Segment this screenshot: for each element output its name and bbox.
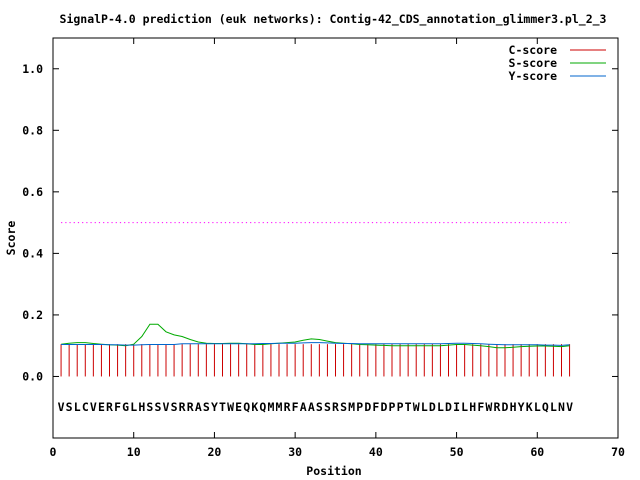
sequence-letter: R (187, 400, 194, 414)
x-tick-label: 50 (450, 445, 464, 459)
y-tick-label: 0.2 (22, 308, 43, 322)
sequence-letter: Q (542, 400, 549, 414)
sequence-letter: S (146, 400, 153, 414)
x-tick-label: 0 (50, 445, 57, 459)
sequence-letter: R (106, 400, 113, 414)
sequence-letter: Y (211, 400, 218, 414)
sequence-letter: K (251, 400, 258, 414)
sequence-letter: F (114, 400, 121, 414)
sequence-letter: V (566, 400, 573, 414)
sequence-letter: S (154, 400, 161, 414)
y-axis-label: Score (4, 221, 18, 256)
x-tick-label: 20 (207, 445, 221, 459)
x-axis: 0 10 20 30 40 50 60 70 (50, 38, 625, 459)
sequence-letter: Y (518, 400, 525, 414)
sequence-letter: L (130, 400, 137, 414)
sequence-letter: H (138, 400, 145, 414)
sequence-letter: S (316, 400, 323, 414)
sequence-letter: A (195, 400, 202, 414)
sequence-letter: D (380, 400, 387, 414)
sequence-letter: D (429, 400, 436, 414)
sequence-letter: R (179, 400, 186, 414)
y-tick-label: 1.0 (22, 62, 43, 76)
sequence-letter: S (171, 400, 178, 414)
sequence-letter: T (405, 400, 412, 414)
series-layer (60, 323, 571, 377)
y-axis: 0.0 0.2 0.4 0.6 0.8 1.0 (22, 62, 618, 383)
sequence-letter: N (558, 400, 565, 414)
sequence-letter: S (340, 400, 347, 414)
sequence-letter: S (324, 400, 331, 414)
sequence-letter: D (502, 400, 509, 414)
sequence-letter: C (82, 400, 89, 414)
sequence-letter: E (235, 400, 242, 414)
sequence-letter: A (308, 400, 315, 414)
sequence-letter: H (510, 400, 517, 414)
sequence-letter: V (163, 400, 170, 414)
sequence-letter: F (477, 400, 484, 414)
s-score-line (61, 323, 570, 349)
sequence-letter: S (66, 400, 73, 414)
y-tick-label: 0.4 (22, 246, 43, 260)
sequence-letter: M (348, 400, 355, 414)
plot-frame (52, 37, 619, 439)
legend-label-y-score: Y-score (509, 69, 558, 83)
sequence-letter: M (267, 400, 274, 414)
sequence-letter: V (58, 400, 65, 414)
y-score-line (61, 342, 570, 346)
sequence-letter: R (493, 400, 500, 414)
y-tick-label: 0.0 (22, 369, 43, 383)
sequence-letter: L (74, 400, 81, 414)
y-tick-label: 0.6 (22, 185, 43, 199)
sequence-letter: A (300, 400, 307, 414)
x-tick-label: 60 (530, 445, 544, 459)
sequence-letter: P (356, 400, 363, 414)
chart-title: SignalP-4.0 prediction (euk networks): C… (60, 12, 607, 27)
sequence-letter: F (292, 400, 299, 414)
sequence-letter: E (98, 400, 105, 414)
sequence-letter: V (90, 400, 97, 414)
sequence-letter: W (227, 400, 234, 414)
y-tick-label: 0.8 (22, 123, 43, 137)
x-tick-label: 70 (611, 445, 625, 459)
sequence-letter: I (453, 400, 460, 414)
sequence-letter: D (445, 400, 452, 414)
x-axis-label: Position (306, 464, 361, 478)
sequence-letter: P (397, 400, 404, 414)
sequence-letter: W (413, 400, 420, 414)
sequence-letter: L (437, 400, 444, 414)
sequence-letter: L (421, 400, 428, 414)
sequence-letter: D (364, 400, 371, 414)
sequence-letter: P (389, 400, 396, 414)
sequence-letter: H (469, 400, 476, 414)
x-tick-label: 30 (288, 445, 302, 459)
sequence-letter: G (122, 400, 129, 414)
sequence-letter: K (526, 400, 533, 414)
legend-label-c-score: C-score (509, 43, 558, 57)
legend-label-s-score: S-score (509, 56, 558, 70)
sequence-letter: R (284, 400, 291, 414)
sequence-letter: Q (259, 400, 266, 414)
sequence-letter: Q (243, 400, 250, 414)
sequence-letter: W (485, 400, 492, 414)
x-tick-label: 40 (369, 445, 383, 459)
sequence-letter: L (534, 400, 541, 414)
sequence-letter: S (203, 400, 210, 414)
sequence-letter: L (461, 400, 468, 414)
x-tick-label: 10 (127, 445, 141, 459)
sequence-letter: L (550, 400, 557, 414)
sequence-letter: T (219, 400, 226, 414)
sequence-letter: R (332, 400, 339, 414)
sequence-letter: M (276, 400, 283, 414)
sequence-letter: F (372, 400, 379, 414)
